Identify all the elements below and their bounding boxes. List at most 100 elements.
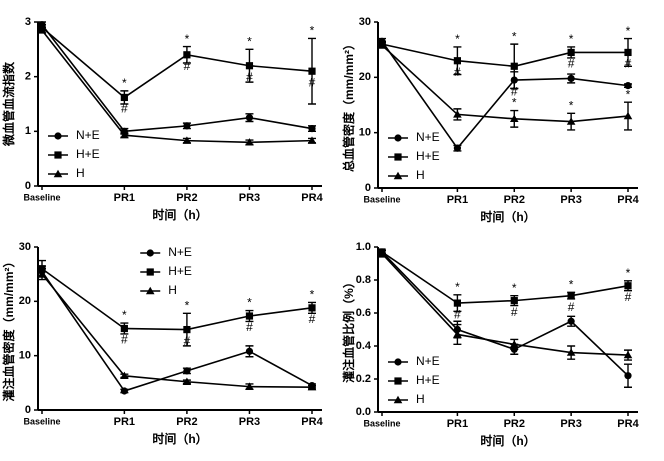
legend-label: H+E [76, 147, 100, 161]
y-tick-label: 10 [19, 350, 31, 362]
marker [453, 144, 461, 152]
panel: 0 10 20 30 Baseline PR1 PR2 PR3 PR4 时间（h） 灌注血管密度（m… [1, 241, 323, 446]
panel: 0 10 20 30 Baseline PR1 PR2 PR3 PR4 时间（h） 总血管密度（mm… [341, 16, 639, 224]
y-axis-label: 灌注血管比例（%） [341, 276, 356, 384]
y-tick-label: 1.0 [356, 241, 371, 253]
legend-label: H+E [416, 373, 440, 387]
significance-mark: # [309, 75, 316, 89]
significance-mark: * [247, 35, 252, 49]
significance-mark: * [455, 32, 460, 46]
y-tick-label: 0.2 [356, 373, 371, 385]
significance-mark: # [511, 305, 518, 319]
marker [453, 299, 461, 307]
marker [566, 117, 576, 125]
marker [623, 111, 633, 120]
marker [120, 324, 128, 333]
marker [308, 304, 316, 312]
marker [245, 312, 254, 320]
legend: N+E H+E H [140, 245, 192, 297]
significance-mark: * [247, 296, 252, 310]
significance-mark: * [626, 266, 631, 280]
significance-mark: # [454, 65, 461, 79]
significance-mark: * [122, 76, 127, 90]
marker [567, 317, 575, 325]
x-tick-label: PR2 [504, 194, 525, 206]
marker [509, 340, 519, 348]
significance-mark: # [454, 307, 461, 321]
x-axis-label: 时间（h） [152, 431, 207, 446]
marker [307, 136, 317, 144]
marker [182, 136, 192, 144]
y-tick-label: 0 [365, 182, 371, 194]
significance-mark: # [625, 290, 632, 304]
legend-label: H [416, 392, 425, 406]
significance-mark: * [310, 24, 315, 38]
y-tick-label: 1 [25, 125, 31, 137]
marker [120, 387, 128, 395]
series-line [381, 251, 629, 304]
y-axis-label: 总血管密度（mm/mm²） [341, 38, 356, 172]
marker [245, 382, 254, 390]
marker [567, 74, 575, 83]
marker [624, 82, 632, 90]
marker [145, 286, 155, 295]
significance-mark: * [185, 32, 190, 46]
marker [453, 110, 462, 118]
x-tick-label: PR3 [560, 418, 581, 430]
y-axis-label: 微血管血流指数 [1, 61, 16, 147]
legend-label: H+E [416, 149, 440, 163]
significance-mark: # [184, 59, 191, 73]
marker [394, 358, 402, 366]
x-tick-label: PR2 [176, 416, 197, 428]
series-line [41, 270, 313, 392]
significance-mark: * [122, 308, 127, 322]
panel: 0 1 2 3 Baseline PR1 PR2 PR3 PR4 时间（h） 微血管血流指数 * # * #… [1, 16, 323, 222]
significance-mark: # [568, 57, 575, 71]
marker [120, 371, 129, 379]
y-tick-label: 0.6 [356, 307, 371, 319]
marker [623, 350, 633, 359]
x-axis-label: 时间（h） [480, 433, 535, 448]
legend: N+E H+E H [388, 130, 440, 182]
legend: N+E H+E H [48, 128, 100, 180]
y-axis-label: 灌注血管密度（mm/mm²） [1, 255, 16, 402]
significance-mark: * [626, 87, 631, 101]
marker [307, 382, 317, 391]
legend-label: N+E [416, 130, 440, 144]
marker [120, 130, 129, 139]
marker [183, 367, 191, 375]
marker [377, 249, 387, 257]
marker [54, 151, 62, 159]
significance-mark: # [246, 320, 253, 334]
series-line [41, 26, 313, 99]
marker [182, 377, 192, 385]
marker [567, 292, 575, 300]
x-tick-label: PR1 [114, 416, 135, 428]
significance-mark: * [569, 32, 574, 46]
marker [146, 268, 154, 276]
marker [394, 134, 402, 142]
significance-mark: * [626, 24, 631, 38]
significance-mark: # [511, 84, 518, 98]
significance-mark: # [121, 333, 128, 347]
marker [394, 377, 402, 385]
x-tick-label: PR1 [114, 192, 135, 204]
legend: N+E H+E H [388, 354, 440, 406]
series-line [41, 24, 313, 133]
significance-mark: * [569, 278, 574, 292]
x-tick-label: PR3 [239, 192, 260, 204]
marker [566, 348, 576, 356]
x-tick-label: PR1 [447, 194, 468, 206]
marker [393, 395, 403, 404]
significance-mark: # [568, 300, 575, 314]
significance-mark: * [455, 280, 460, 294]
marker [183, 51, 191, 59]
legend-label: N+E [416, 354, 440, 368]
significance-mark: # [246, 70, 253, 84]
x-tick-label: PR4 [301, 192, 323, 204]
marker [393, 171, 403, 180]
significance-mark: * [310, 288, 315, 302]
series-line [381, 43, 628, 68]
marker [245, 347, 254, 355]
